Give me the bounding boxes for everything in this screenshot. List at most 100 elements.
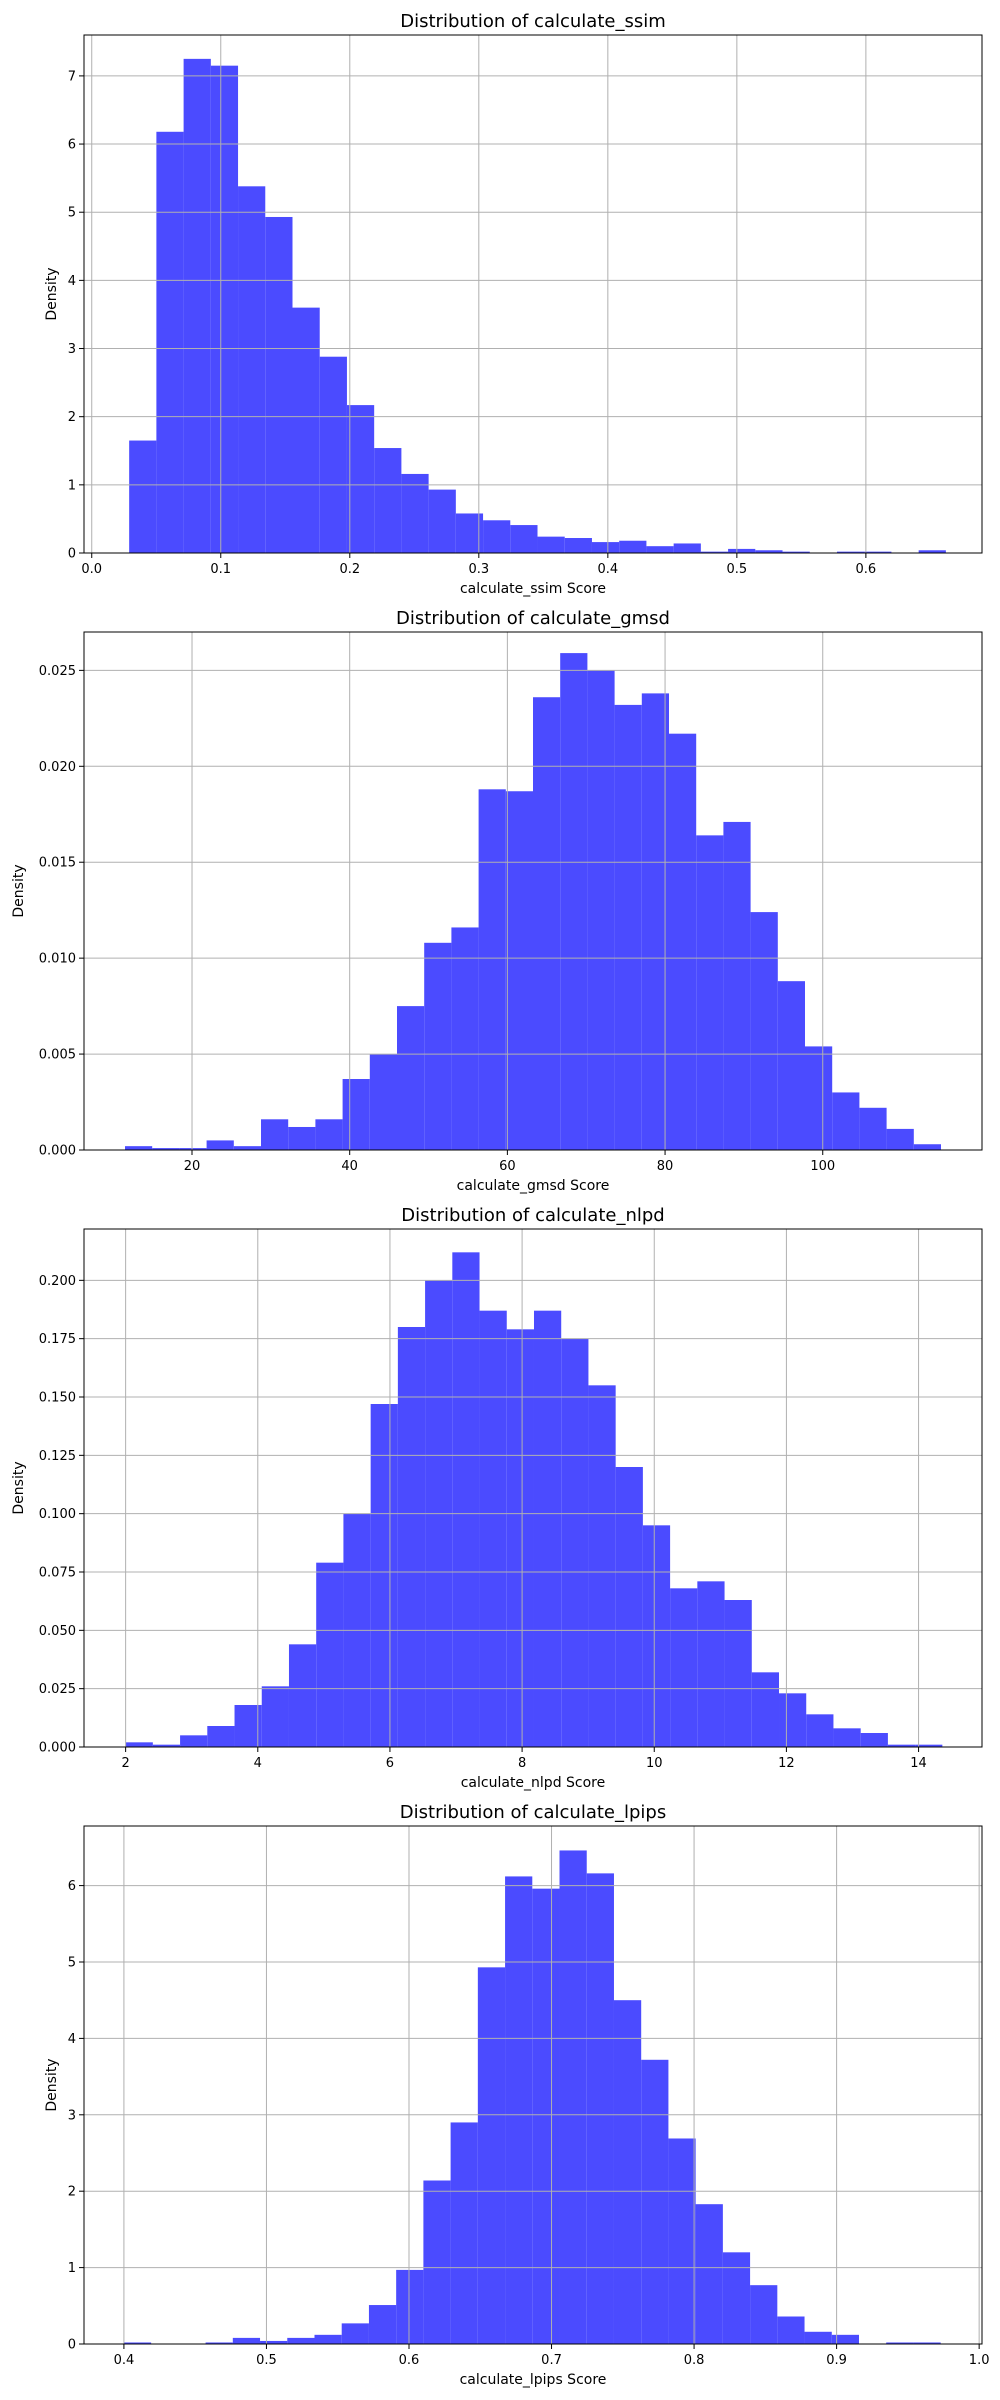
y-axis-label: Density <box>44 267 60 320</box>
y-tick-label: 0.150 <box>39 1391 76 1406</box>
x-tick-label: 20 <box>184 1159 201 1174</box>
x-axis-label: calculate_lpips Score <box>460 2372 607 2388</box>
histogram-bar <box>156 131 184 553</box>
x-tick-label: 2 <box>121 1756 129 1771</box>
x-axis-label: calculate_nlpd Score <box>461 1775 606 1791</box>
histogram-bar <box>265 216 293 554</box>
y-tick-label: 7 <box>68 69 76 84</box>
y-tick-label: 0 <box>68 547 76 562</box>
y-tick-label: 6 <box>68 1879 76 1894</box>
histogram-bar <box>532 1888 560 2344</box>
y-tick-label: 0 <box>68 2338 76 2353</box>
axes-frame <box>83 631 983 1151</box>
histogram-bar <box>477 1967 506 2344</box>
y-tick-label: 5 <box>68 206 76 221</box>
x-tick-label: 40 <box>341 1159 358 1174</box>
histogram-bar <box>292 307 320 553</box>
histogram-bar <box>697 1581 725 1747</box>
histogram-bar <box>183 58 211 554</box>
histogram-bar <box>673 543 701 553</box>
y-tick-label: 6 <box>68 138 76 153</box>
y-axis-label: Density <box>11 864 27 917</box>
histogram-bar <box>586 1873 614 2344</box>
histogram-bar <box>316 1562 344 1747</box>
x-tick-label: 60 <box>499 1159 516 1174</box>
histogram-bar <box>368 2305 397 2344</box>
histogram-bar <box>287 2337 315 2344</box>
histogram-bar <box>755 550 783 553</box>
histogram-bar <box>641 2059 669 2344</box>
histogram-bar <box>315 1119 343 1150</box>
axes-frame <box>83 34 983 554</box>
x-axis-label: calculate_ssim Score <box>460 581 606 597</box>
x-tick-label: 6 <box>386 1756 394 1771</box>
y-tick-label: 0.175 <box>39 1332 76 1347</box>
x-tick-label: 0.8 <box>684 2353 705 2368</box>
histogram-bar <box>913 2342 941 2344</box>
y-tick-label: 0.000 <box>39 1741 76 1756</box>
histogram-bar <box>560 653 588 1150</box>
histogram-bar <box>587 670 615 1150</box>
y-tick-label: 0.015 <box>39 856 76 871</box>
x-tick-label: 1.0 <box>969 2353 990 2368</box>
axes-frame <box>83 1825 983 2345</box>
histogram-bar <box>261 1686 289 1747</box>
histogram-bar <box>860 1733 888 1747</box>
histogram-bar <box>668 2138 696 2344</box>
histogram-bar <box>152 1148 180 1150</box>
histogram-bar <box>696 835 724 1150</box>
histogram-bar <box>451 927 479 1150</box>
x-tick-label: 80 <box>657 1159 674 1174</box>
y-tick-label: 0.000 <box>39 1144 76 1159</box>
histogram-bar <box>260 2340 288 2344</box>
histogram-bar <box>831 2334 859 2344</box>
histogram-bar <box>342 1079 370 1150</box>
y-tick-label: 0.050 <box>39 1624 76 1639</box>
x-tick-label: 0.4 <box>114 2353 135 2368</box>
histogram-bar <box>206 1140 234 1150</box>
histogram-bar <box>123 2342 152 2344</box>
histogram-bar <box>777 2316 805 2344</box>
histogram-bar <box>179 1148 207 1150</box>
y-tick-label: 4 <box>68 2032 76 2047</box>
x-tick-label: 0.5 <box>727 562 748 577</box>
x-tick-label: 0.1 <box>210 562 231 577</box>
y-tick-label: 0.025 <box>39 1682 76 1697</box>
histogram-bar <box>859 1107 887 1150</box>
histogram-bar <box>288 1644 317 1747</box>
histogram-bar <box>886 1128 914 1150</box>
histogram-bar <box>428 489 456 553</box>
histogram-bar <box>341 2323 369 2344</box>
chart-title: Distribution of calculate_gmsd <box>396 608 670 629</box>
histogram-bar <box>723 821 751 1150</box>
histogram-bar <box>370 1404 398 1747</box>
histogram-bar <box>782 551 810 553</box>
x-tick-label: 0.5 <box>256 2353 277 2368</box>
histogram-bar <box>478 789 506 1150</box>
x-tick-label: 0.2 <box>339 562 360 577</box>
histogram-bar <box>561 1338 589 1747</box>
y-tick-label: 0.020 <box>39 760 76 775</box>
histogram-bar <box>346 405 375 553</box>
histogram-bar <box>505 791 533 1150</box>
y-axis-label: Density <box>11 1461 27 1514</box>
histogram-bar <box>152 1744 181 1747</box>
histogram-bar <box>288 1126 316 1150</box>
histogram-bar <box>779 1693 807 1747</box>
histogram-bar <box>804 2331 832 2344</box>
histogram-bar <box>670 1588 698 1747</box>
histogram-bar <box>722 2252 751 2344</box>
histogram-bar <box>751 1672 779 1747</box>
histogram-bar <box>261 1119 289 1150</box>
histogram-bar <box>836 551 865 553</box>
histogram-bar <box>559 1850 587 2344</box>
histogram-bar <box>750 912 778 1150</box>
histogram-bar <box>205 2342 233 2344</box>
x-tick-label: 8 <box>518 1756 526 1771</box>
histogram-bar <box>452 1252 480 1747</box>
histogram-bar <box>233 1146 261 1150</box>
histogram-bar <box>319 356 347 553</box>
y-tick-label: 1 <box>68 2261 76 2276</box>
x-tick-label: 0.6 <box>856 562 877 577</box>
histogram-bar <box>886 2342 914 2344</box>
